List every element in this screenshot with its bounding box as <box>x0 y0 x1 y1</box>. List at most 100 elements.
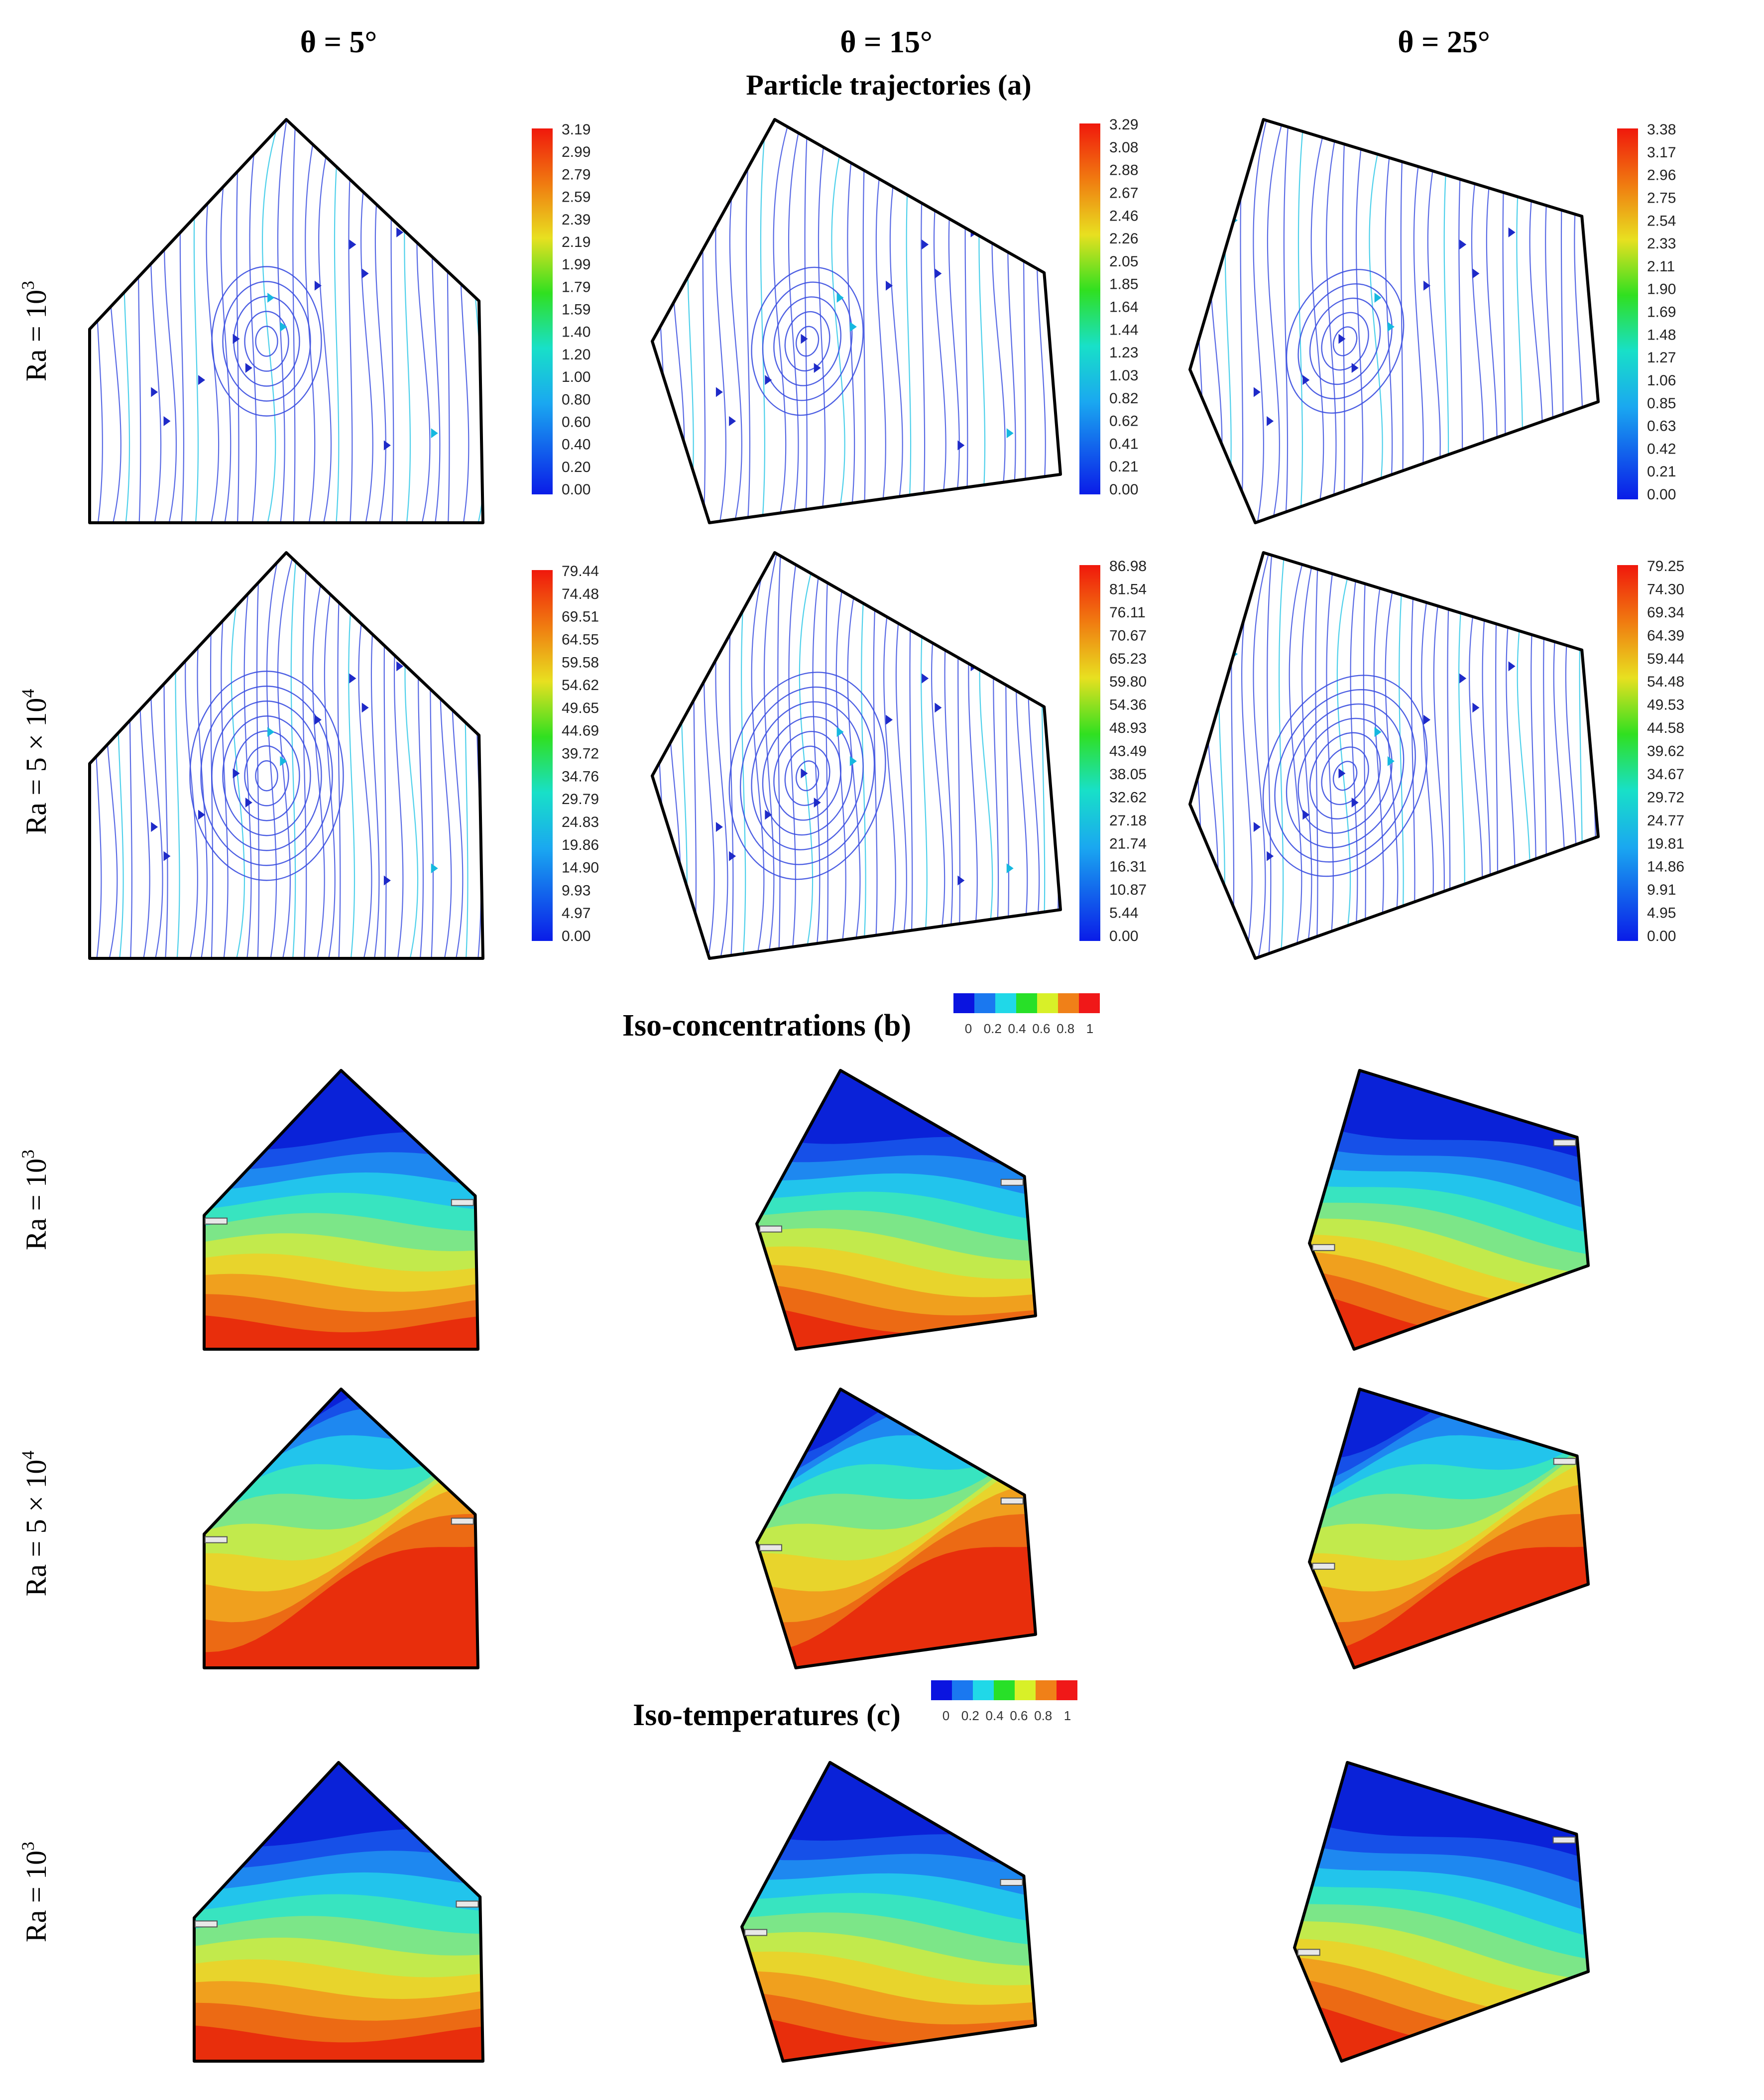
vortex-ring <box>1332 761 1358 791</box>
vortex-ring <box>795 760 820 792</box>
flow-arrow <box>314 714 322 725</box>
streamline <box>1283 119 1290 523</box>
flow-arrow <box>935 702 942 713</box>
flow-arrow <box>1508 661 1516 672</box>
flow-arrow <box>1351 362 1359 373</box>
vortex-ring <box>1286 703 1405 848</box>
flow-arrow <box>349 673 356 684</box>
flow-arrow <box>383 440 391 451</box>
legend-swatch <box>1036 1680 1057 1700</box>
flow-arrow <box>814 798 821 808</box>
flow-arrow <box>1387 756 1395 766</box>
legend-tick-label: 0 <box>942 1708 949 1723</box>
inlet-slot <box>1312 1244 1335 1251</box>
flow-arrow <box>267 727 275 737</box>
vortex-ring <box>728 672 886 880</box>
flow-arrow <box>765 375 772 385</box>
flow-arrow <box>198 375 206 385</box>
velocity-colorbar: 3.19 2.99 2.79 2.59 2.39 2.19 1.99 1.79 1.59 1.40… <box>532 121 590 498</box>
vortex-ring <box>222 281 311 402</box>
streamline <box>318 119 339 523</box>
streamline <box>337 553 342 958</box>
colorbar-tick-label: 0.00 <box>1647 928 1676 944</box>
legend-tick-label: 0.2 <box>984 1021 1002 1036</box>
colorbar-tick-label: 1.23 <box>1109 345 1138 361</box>
flow-arrow <box>151 387 158 397</box>
colorbar-tick-label: 1.69 <box>1647 304 1676 321</box>
flow-arrow <box>349 239 356 250</box>
flow-arrow <box>1267 416 1274 426</box>
iso-concentration-panel-theta5-ra5e4 <box>203 1388 479 1669</box>
flow-arrow <box>1374 293 1382 303</box>
flow-arrow <box>693 215 700 226</box>
flow-arrow <box>431 428 438 439</box>
row-label-4: Ra = 5 × 104 <box>18 1451 52 1597</box>
flow-arrow <box>396 227 404 237</box>
colorbar-tick-label: 1.90 <box>1647 281 1676 298</box>
colorbar-tick-label: 65.23 <box>1109 651 1147 667</box>
colorbar-tick-label: 2.59 <box>562 189 590 206</box>
colorbar-tick-label: 48.93 <box>1109 720 1147 736</box>
colorbar-gradient <box>532 570 553 941</box>
flow-arrow <box>729 416 736 426</box>
colorbar-tick-label: 2.46 <box>1109 208 1138 224</box>
vortex-ring <box>762 716 853 836</box>
inlet-slot <box>205 1536 228 1543</box>
outlet-slot <box>456 1900 479 1908</box>
flow-arrow <box>129 215 136 226</box>
vortex-ring <box>1321 746 1369 806</box>
streamline <box>804 119 809 523</box>
colorbar-tick-label: 43.49 <box>1109 743 1147 760</box>
colorbar-tick-label: 1.48 <box>1647 327 1676 343</box>
flow-arrow <box>1338 334 1346 344</box>
flow-arrow <box>245 798 252 808</box>
colorbar-tick-label: 1.85 <box>1109 276 1138 293</box>
legend-tick-label: 0.4 <box>986 1708 1004 1723</box>
colorbar-tick-label: 2.11 <box>1647 258 1675 275</box>
vortex-ring <box>244 311 289 372</box>
colorbar-tick-label: 1.64 <box>1109 299 1138 316</box>
colorbar-tick-label: 86.98 <box>1109 558 1147 575</box>
colorbar-gradient <box>1617 565 1638 941</box>
colorbar-tick-label: 0.21 <box>1647 464 1676 480</box>
flow-arrow <box>1472 702 1480 713</box>
flow-arrow <box>1472 268 1480 279</box>
colorbar-tick-label: 34.76 <box>562 768 599 785</box>
flow-arrow <box>801 768 808 779</box>
colorbar-tick-label: 1.79 <box>562 279 590 295</box>
legend-tick-label: 1 <box>1064 1708 1071 1723</box>
flow-arrow <box>886 714 893 725</box>
colorbar-tick-label: 3.17 <box>1647 144 1676 161</box>
flow-arrow <box>198 810 206 820</box>
outlet-slot <box>1000 1879 1023 1886</box>
flow-arrow <box>836 727 844 737</box>
legend-swatch <box>1058 993 1079 1013</box>
flow-arrow <box>383 875 391 886</box>
colorbar-tick-label: 3.08 <box>1109 139 1138 156</box>
legend-swatch <box>1079 993 1100 1013</box>
colorbar-tick-label: 79.44 <box>562 563 599 580</box>
row-label-3: Ra = 103 <box>18 1150 52 1250</box>
colorbar-tick-label: 0.40 <box>562 437 590 453</box>
flow-arrow <box>1006 863 1014 874</box>
flow-arrow <box>1267 851 1274 861</box>
legend-swatch <box>973 1680 994 1700</box>
vortex-ring <box>1274 689 1416 863</box>
colorbar-tick-label: 4.95 <box>1647 905 1676 922</box>
legend-tick-label: 0.4 <box>1008 1021 1026 1036</box>
colorbar-tick-label: 0.42 <box>1647 441 1676 457</box>
colorbar-tick-label: 39.72 <box>562 746 599 762</box>
colorbar-gradient <box>1079 565 1100 941</box>
vortex-ring <box>222 715 311 836</box>
trajectory-panel-theta5-ra5e4 <box>88 551 484 960</box>
legend-swatch <box>1057 1680 1077 1700</box>
iso-concentration-panel-theta15-ra5e4 <box>755 1388 1037 1669</box>
flow-arrow <box>151 821 158 832</box>
flow-arrow <box>361 268 369 279</box>
flow-arrow <box>886 280 893 291</box>
colorbar-tick-label: 2.75 <box>1647 190 1676 206</box>
flow-arrow <box>1495 440 1503 451</box>
inlet-slot <box>1312 1562 1335 1570</box>
streamline <box>1342 119 1347 523</box>
vortex-ring <box>784 745 830 806</box>
